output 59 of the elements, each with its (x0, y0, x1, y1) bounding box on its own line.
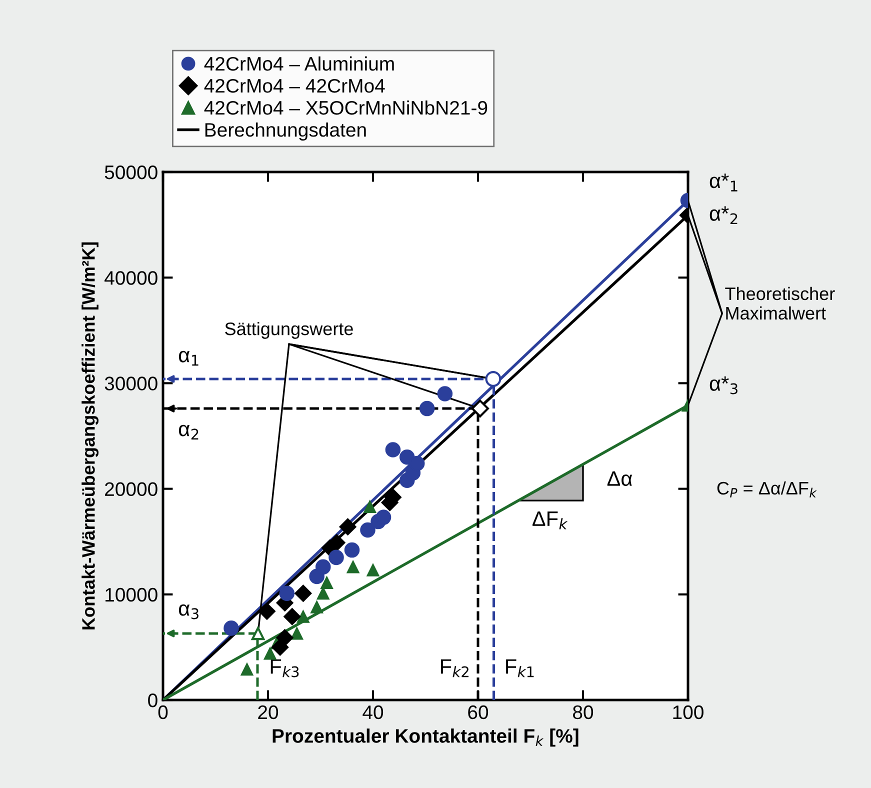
x-tick-label: 100 (673, 705, 704, 720)
legend-label: Berechnungsdaten (205, 122, 366, 141)
point (346, 560, 360, 574)
legend-label: 42CrMo4 – Aluminium (204, 56, 394, 71)
point (310, 600, 324, 614)
y-tick-label: 10000 (106, 588, 158, 602)
annotation: F$_{k3}$ (270, 659, 299, 678)
legend-label: 42CrMo4 – 42CrMo4 (204, 78, 385, 93)
annotation: α$_{3}$ (178, 604, 198, 620)
x-tick-label: 20 (258, 705, 278, 720)
point (240, 663, 254, 676)
point (364, 500, 376, 513)
point (419, 400, 435, 416)
point (339, 518, 356, 536)
annotation: F$_{k1}$ (506, 659, 534, 678)
point (344, 542, 360, 558)
point (251, 626, 265, 640)
point (296, 610, 310, 623)
point (224, 620, 239, 636)
y-tick-label: 50000 (104, 165, 158, 180)
y-tick-label: 40000 (104, 271, 158, 285)
y-tick-label: 0 (148, 693, 158, 708)
text: C$_{P}$ = Δα/ΔF$_{k}$ (717, 481, 817, 498)
x-tick-label: 60 (468, 705, 488, 720)
point (290, 627, 304, 640)
point (276, 629, 294, 646)
point (320, 576, 334, 590)
point (284, 608, 301, 626)
x-tick-label: 80 (573, 705, 594, 720)
text: α*$_{1}$ (710, 174, 738, 192)
legend-label: 42CrMo4 – X5OCrMnNiNbN21-9 (204, 100, 488, 115)
text: α*$_{3}$ (710, 376, 738, 394)
point (315, 559, 331, 575)
annotation: Δα (607, 471, 632, 486)
point (264, 647, 276, 660)
point (471, 400, 489, 418)
y-tick-label: 20000 (105, 482, 158, 496)
x-axis-title: Prozentualer Kontaktanteil F$_{k}$ [%] (272, 728, 578, 747)
point (437, 386, 453, 402)
y-tick-label: 30000 (104, 376, 158, 390)
x-tick-label: 0 (158, 705, 168, 720)
point (360, 522, 376, 538)
annotation: α$_{1}$ (178, 350, 198, 366)
annotation: ΔF$_{k}$ (532, 511, 568, 530)
point (385, 442, 401, 458)
x-tick-label: 40 (362, 705, 384, 720)
annotation: Sättigungswerte (225, 322, 353, 339)
point (409, 456, 425, 472)
annotation: α$_{2}$ (178, 424, 198, 440)
point (279, 586, 295, 601)
text: α*$_{2}$ (710, 206, 738, 224)
text: Theoretischer Maximalwert (725, 286, 835, 320)
point (485, 370, 502, 387)
annotation: F$_{k2}$ (440, 659, 468, 678)
point (328, 550, 344, 566)
point (376, 510, 392, 525)
point (294, 584, 312, 602)
y-axis-title: Kontakt-Wärmeübergangskoeffizient [W/m²K] (82, 242, 99, 630)
point (366, 564, 380, 576)
